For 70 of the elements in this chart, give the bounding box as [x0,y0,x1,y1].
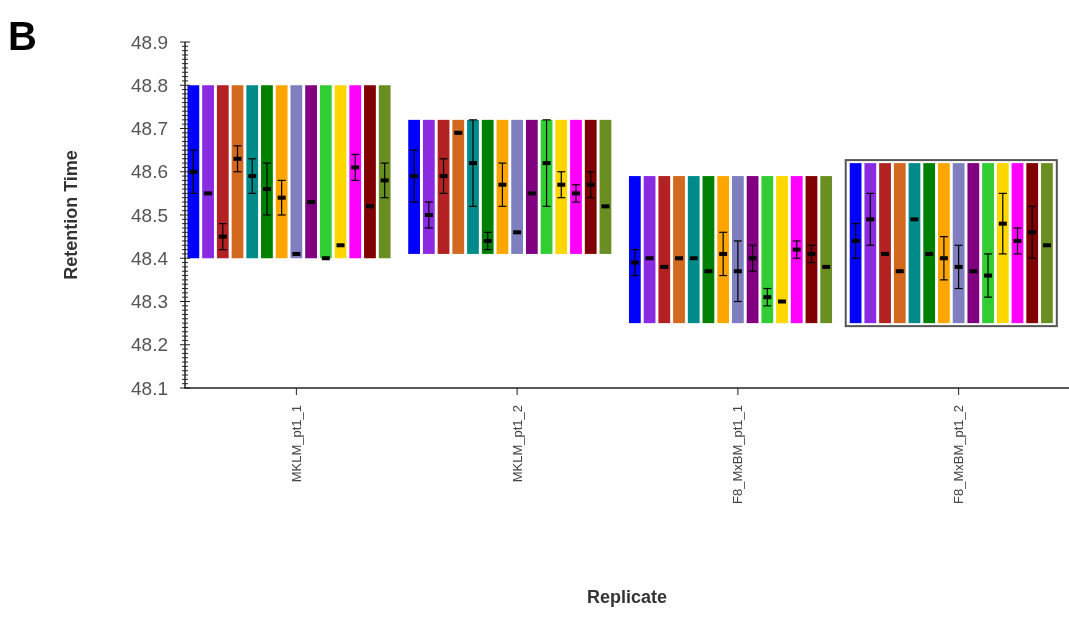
bar [599,119,612,254]
bar [805,176,818,324]
bar [452,119,465,254]
bar [525,119,538,254]
bar [761,176,774,324]
x-tick-label: F8_MxBM_pt1_1 [730,405,746,504]
x-axis-title: Replicate [586,587,668,607]
x-tick-label: F8_MxBM_pt1_2 [951,405,967,504]
y-tick-label: 48.3 [131,291,168,313]
bar [555,119,568,254]
bar [923,163,936,324]
bar [687,176,700,324]
bar [319,85,332,259]
y-tick-label: 48.5 [131,204,168,226]
bar [996,163,1009,324]
bar [908,163,921,324]
bar [246,85,259,259]
bar [334,85,347,259]
bar [790,176,803,324]
bar [776,176,788,324]
y-tick-label: 48.8 [131,74,168,96]
bar [746,176,759,324]
y-tick-label: 48.7 [131,118,168,140]
x-tick-label: MKLM_pt1_1 [288,405,304,483]
bar [437,119,450,254]
bar [702,176,715,324]
bar [938,163,950,324]
bar [643,176,656,324]
bar [893,163,906,324]
bar [952,163,965,324]
y-axis-title: Retention Time [61,150,81,280]
bar [731,176,744,324]
y-tick-label: 48.9 [131,31,168,53]
bar [422,119,435,254]
bar [658,176,671,324]
bar [820,176,833,324]
bar [349,85,362,259]
chart-title: B [8,14,37,58]
bar [275,85,288,259]
y-tick-label: 48.6 [131,161,168,183]
bar [864,163,877,324]
bar [202,85,214,259]
bar [290,85,303,259]
bar [231,85,244,259]
bar [1011,163,1024,324]
bar [496,119,509,254]
bar [511,119,524,254]
bar [849,163,862,324]
bar [570,119,582,254]
bar [187,85,200,259]
bar [982,163,994,324]
bar [378,85,391,259]
bar [967,163,980,324]
bar [364,85,376,259]
x-tick-label: MKLM_pt1_2 [509,405,525,483]
bar [628,176,641,324]
bar [879,163,891,324]
bar [216,85,229,259]
bar [481,119,494,254]
bar [1026,163,1039,324]
bar [673,176,685,324]
bar [305,85,317,259]
bar [1041,163,1053,324]
y-tick-label: 48.2 [131,334,168,356]
bar [408,119,420,254]
y-tick-label: 48.4 [131,247,169,269]
bar [717,176,730,324]
bar [261,85,273,259]
y-tick-label: 48.1 [131,377,168,399]
bar [584,119,597,254]
